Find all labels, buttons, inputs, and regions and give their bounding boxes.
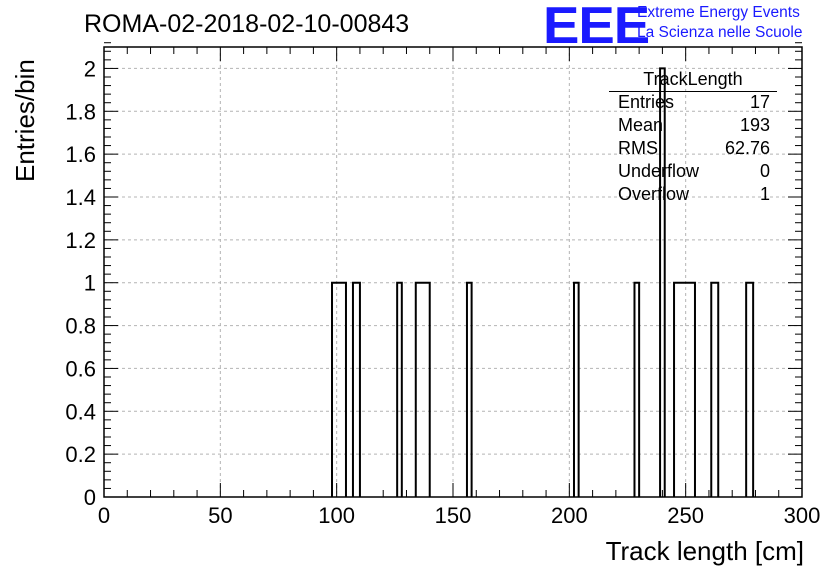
x-tick-label: 300 bbox=[784, 503, 821, 528]
stats-row-entries: Entries 17 bbox=[618, 92, 770, 114]
logo-caption-line2: La Scienza nelle Scuole bbox=[637, 24, 803, 41]
x-tick-label: 150 bbox=[435, 503, 472, 528]
stats-value: 62.76 bbox=[724, 138, 770, 158]
run-title: ROMA-02-2018-02-10-00843 bbox=[84, 10, 410, 38]
stats-row-mean: Mean 193 bbox=[618, 115, 770, 137]
stats-key: Overflow bbox=[618, 184, 690, 204]
x-tick-label: 0 bbox=[98, 503, 110, 528]
stats-key: RMS bbox=[618, 138, 658, 158]
stats-box: TrackLength Entries 17 Mean 193 RMS 62.7… bbox=[609, 66, 777, 206]
eee-logo: EEE bbox=[543, 0, 650, 55]
histogram-bin bbox=[416, 283, 430, 497]
y-tick-label: 2 bbox=[84, 56, 96, 81]
stats-divider bbox=[609, 91, 777, 92]
stats-title: TrackLength bbox=[643, 69, 743, 89]
y-tick-label: 1.6 bbox=[65, 142, 96, 167]
x-axis-label: Track length [cm] bbox=[605, 536, 804, 566]
y-tick-label: 1.4 bbox=[65, 185, 96, 210]
histogram-outline bbox=[331, 67, 755, 497]
histogram-bin bbox=[332, 283, 346, 497]
histogram-bin bbox=[711, 283, 718, 497]
y-tick-label: 0 bbox=[84, 485, 96, 510]
histogram-bin bbox=[467, 283, 472, 497]
stats-row-underflow: Underflow 0 bbox=[618, 161, 770, 183]
histogram-bin bbox=[674, 283, 695, 497]
y-tick-label: 1.2 bbox=[65, 228, 96, 253]
stats-key: Entries bbox=[618, 92, 675, 112]
stats-key: Mean bbox=[618, 115, 664, 135]
y-axis-label: Entries/bin bbox=[10, 59, 40, 182]
y-tick-label: 0.6 bbox=[65, 356, 96, 381]
y-tick-label: 1.8 bbox=[65, 99, 96, 124]
stats-row-rms: RMS 62.76 bbox=[618, 138, 770, 160]
logo-caption-line1: Extreme Energy Events bbox=[637, 4, 800, 21]
stats-value: 1 bbox=[759, 184, 770, 204]
histogram-bin bbox=[634, 283, 639, 497]
x-tick-label: 200 bbox=[551, 503, 588, 528]
stats-value: 0 bbox=[759, 161, 770, 181]
y-tick-label: 1 bbox=[84, 271, 96, 296]
stats-key: Underflow bbox=[618, 161, 700, 181]
stats-row-overflow: Overflow 1 bbox=[618, 184, 770, 206]
x-tick-label: 250 bbox=[667, 503, 704, 528]
x-tick-label: 100 bbox=[318, 503, 355, 528]
stats-value: 17 bbox=[749, 92, 770, 112]
histogram-bin bbox=[574, 283, 579, 497]
y-tick-label: 0.8 bbox=[65, 314, 96, 339]
histogram-bin bbox=[353, 283, 360, 497]
x-tick-label: 50 bbox=[208, 503, 232, 528]
stats-value: 193 bbox=[739, 115, 770, 135]
y-tick-label: 0.2 bbox=[65, 442, 96, 467]
y-tick-label: 0.4 bbox=[65, 399, 96, 424]
histogram-bin bbox=[397, 283, 402, 497]
histogram-bin bbox=[746, 283, 753, 497]
